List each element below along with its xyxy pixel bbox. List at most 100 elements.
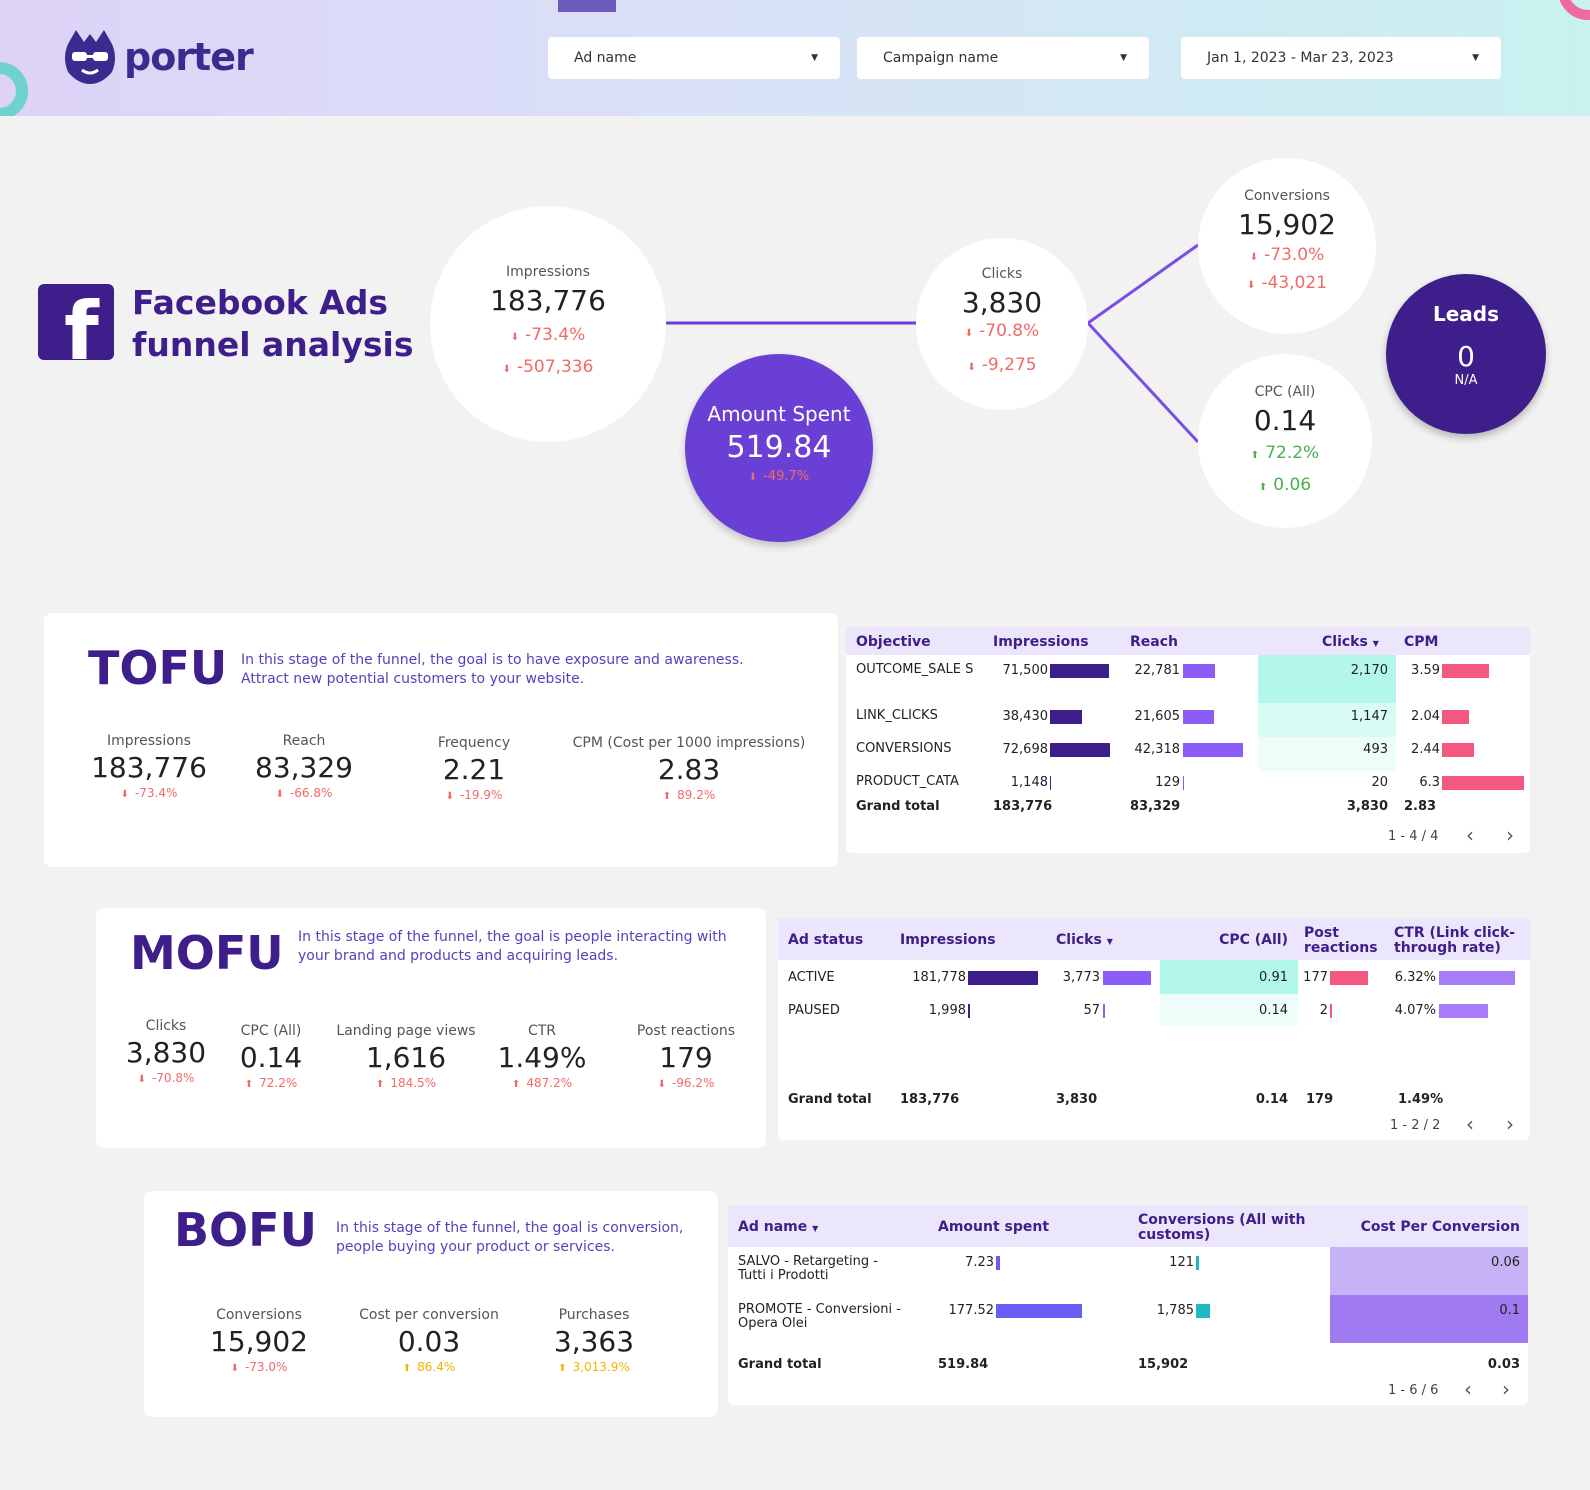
col-header-ad-name[interactable]: Ad name ▼ [738, 1220, 818, 1236]
col-header-cpc[interactable]: CPC (All) [1219, 932, 1288, 948]
impressions-circle: Impressions 183,776 -73.4% -507,336 [430, 206, 666, 442]
col-header-ad-status[interactable]: Ad status [788, 932, 864, 948]
mofu-kpi-ctr: CTR 1.49% 487.2% [492, 1023, 592, 1090]
ad-name-line1: PROMOTE - Conversioni - [738, 1302, 901, 1317]
tofu-kpi-impressions: Impressions 183,776 -73.4% [74, 733, 224, 800]
porter-logo: porter [62, 28, 254, 86]
post-reactions-bar [1330, 1004, 1332, 1018]
col-header-clicks[interactable]: Clicks ▼ [1322, 635, 1379, 651]
cat-logo-icon [65, 30, 115, 84]
kpi-value: 2.83 [657, 753, 721, 786]
total-cost-per-conversion: 0.03 [1487, 1357, 1520, 1372]
bofu-kpi-purchases: Purchases 3,363 3,013.9% [534, 1307, 654, 1374]
col-header-impressions[interactable]: Impressions [900, 932, 996, 948]
total-clicks: 3,830 [1346, 799, 1388, 814]
col-header-objective[interactable]: Objective [856, 634, 931, 650]
col-header-cost-per-conversion[interactable]: Cost Per Conversion [1360, 1219, 1520, 1235]
clicks-bar [1103, 971, 1151, 985]
prev-page-icon[interactable]: ‹ [1466, 823, 1474, 847]
conversions-cell: 1,785 [1156, 1303, 1194, 1318]
leads-circle: Leads 0 N/A [1386, 274, 1546, 434]
cpc-value: 0.14 [1253, 404, 1317, 437]
clicks-cell: 3,773 [1062, 970, 1100, 985]
page-title-line2: funnel analysis [132, 325, 414, 364]
kpi-delta: 184.5% [332, 1076, 480, 1090]
kpi-value: 0.14 [239, 1041, 303, 1074]
total-reach: 83,329 [1130, 799, 1181, 814]
amount-spent-cell: 177.52 [948, 1303, 995, 1318]
table-header [778, 918, 1530, 960]
conversions-delta-pct: -73.0% [1198, 245, 1376, 265]
conversions-delta-abs: -43,021 [1198, 273, 1376, 293]
col-header-conversions[interactable]: Conversions (All with customs) [1138, 1212, 1306, 1243]
conversions-bar [1196, 1256, 1199, 1270]
heat-cell [1258, 655, 1396, 703]
col-header-impressions[interactable]: Impressions [993, 634, 1089, 650]
mofu-description: In this stage of the funnel, the goal is… [298, 928, 727, 966]
tofu-kpi-reach: Reach 83,329 -66.8% [234, 733, 374, 800]
next-page-icon[interactable]: › [1506, 823, 1514, 847]
kpi-value: 3,363 [553, 1325, 635, 1358]
amount-spent-circle: Amount Spent 519.84 -49.7% [685, 354, 873, 542]
col-header-amount-spent[interactable]: Amount spent [938, 1219, 1050, 1235]
mofu-card: MOFU In this stage of the funnel, the go… [96, 908, 766, 1148]
heat-cell [1258, 737, 1396, 771]
prev-page-icon[interactable]: ‹ [1466, 1112, 1474, 1136]
cpm-bar [1442, 710, 1469, 724]
cpc-cell: 0.14 [1259, 1003, 1288, 1018]
impressions-bar [1050, 743, 1110, 757]
impressions-cell: 72,698 [1002, 742, 1049, 757]
grand-total-label: Grand total [856, 799, 940, 814]
mofu-table: Ad status Impressions Clicks ▼ CPC (All)… [778, 918, 1530, 1140]
clicks-circle: Clicks 3,830 -70.8% -9,275 [916, 238, 1088, 410]
kpi-label: Frequency [437, 735, 511, 751]
grand-total-label: Grand total [788, 1092, 872, 1107]
conversions-label: Conversions [1244, 188, 1330, 204]
table-header [846, 627, 1530, 655]
connector-clicks-conversions [1087, 243, 1199, 325]
col-header-post-reactions[interactable]: Post reactions [1304, 925, 1378, 956]
kpi-delta: -73.0% [194, 1360, 324, 1374]
col-header-clicks[interactable]: Clicks ▼ [1056, 933, 1113, 949]
impressions-delta-abs: -507,336 [430, 357, 666, 377]
heat-cell [1330, 1295, 1528, 1343]
cpc-label: CPC (All) [1254, 384, 1316, 400]
reach-cell: 21,605 [1134, 709, 1181, 724]
kpi-label: CPM (Cost per 1000 impressions) [572, 735, 806, 751]
col-header-cpm[interactable]: CPM [1404, 634, 1439, 650]
campaign-name-filter[interactable]: Campaign name ▼ [857, 37, 1149, 79]
kpi-label: CPC (All) [240, 1023, 302, 1039]
grand-total-label: Grand total [738, 1357, 822, 1372]
kpi-value: 1,616 [365, 1041, 447, 1074]
ad-name-filter-label: Ad name [574, 50, 637, 66]
kpi-delta: 72.2% [216, 1076, 326, 1090]
mofu-kpi-clicks: Clicks 3,830 -70.8% [110, 1018, 222, 1085]
next-page-icon[interactable]: › [1506, 1112, 1514, 1136]
bofu-kpi-conversions: Conversions 15,902 -73.0% [194, 1307, 324, 1374]
cpm-cell: 2.44 [1411, 742, 1440, 757]
heat-cell [1330, 1247, 1528, 1295]
conversions-circle: Conversions 15,902 -73.0% -43,021 [1198, 158, 1376, 334]
amount-spent-delta: -49.7% [685, 469, 873, 484]
total-ctr: 1.49% [1398, 1092, 1444, 1107]
next-page-icon[interactable]: › [1502, 1377, 1510, 1401]
impressions-cell: 181,778 [912, 970, 966, 985]
ctr-bar [1439, 971, 1515, 985]
sort-desc-icon: ▼ [812, 1224, 819, 1233]
kpi-delta: -66.8% [234, 786, 374, 800]
kpi-label: Purchases [558, 1307, 630, 1323]
cpm-cell: 3.59 [1411, 663, 1440, 678]
heat-cell [1258, 703, 1396, 737]
impressions-bar [968, 1004, 970, 1018]
caret-down-icon: ▼ [811, 53, 818, 63]
logo-text: porter [124, 35, 254, 79]
total-clicks: 3,830 [1056, 1092, 1098, 1107]
col-header-reach[interactable]: Reach [1130, 634, 1178, 650]
ad-name-filter[interactable]: Ad name ▼ [548, 37, 840, 79]
facebook-icon: f [38, 284, 114, 360]
col-header-ctr[interactable]: CTR (Link click-through rate) [1394, 925, 1516, 956]
kpi-label: Clicks [145, 1018, 187, 1034]
date-range-filter[interactable]: Jan 1, 2023 - Mar 23, 2023 ▼ [1181, 37, 1501, 79]
prev-page-icon[interactable]: ‹ [1464, 1377, 1472, 1401]
kpi-label: Impressions [107, 733, 191, 749]
